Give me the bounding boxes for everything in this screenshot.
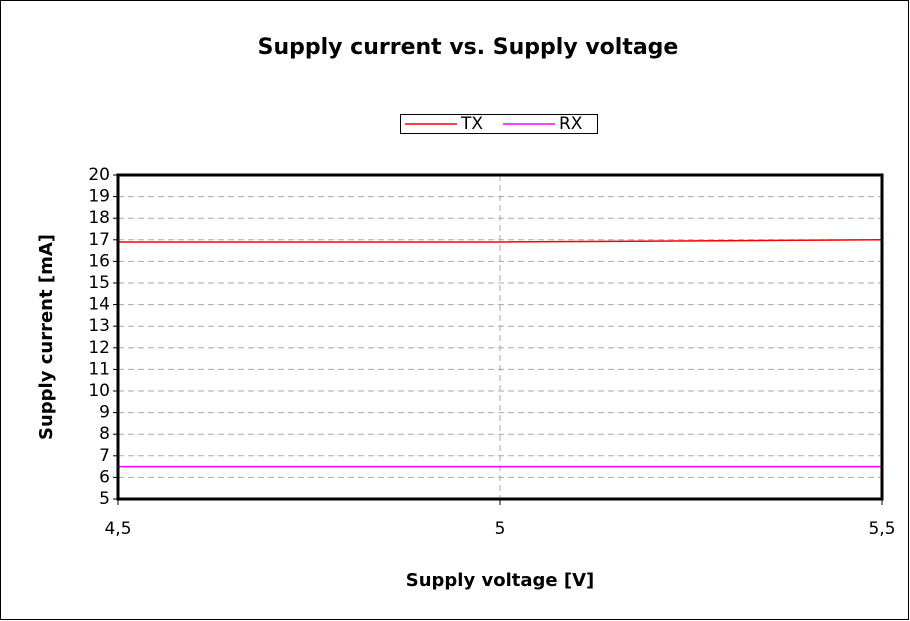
y-tick-label: 7 [99, 446, 110, 466]
y-tick-label: 19 [88, 187, 110, 207]
y-axis-label: Supply current [mA] [36, 234, 57, 440]
x-tick-label: 5 [495, 519, 506, 539]
y-tick-label: 18 [88, 208, 110, 228]
y-tick-label: 8 [99, 424, 110, 444]
x-tick-label: 5,5 [868, 519, 895, 539]
y-tick-label: 9 [99, 403, 110, 423]
legend-box [400, 114, 598, 134]
y-tick-label: 10 [88, 381, 110, 401]
y-tick-label: 16 [88, 251, 110, 271]
y-tick-label: 17 [88, 230, 110, 250]
y-tick-label: 12 [88, 338, 110, 358]
data-line [118, 239, 883, 243]
y-tick-label: 14 [88, 295, 110, 315]
y-tick-label: 13 [88, 316, 110, 336]
legend-label: RX [559, 114, 583, 134]
x-axis-label: Supply voltage [V] [406, 570, 594, 591]
y-tick-label: 6 [99, 467, 110, 487]
chart-title: Supply current vs. Supply voltage [258, 35, 679, 60]
y-tick-label: 5 [99, 489, 110, 509]
y-tick-label: 15 [88, 273, 110, 293]
y-tick-label: 20 [88, 165, 110, 185]
plot-border [116, 173, 884, 501]
x-tick-label: 4,5 [104, 519, 131, 539]
y-tick-label: 11 [88, 359, 110, 379]
legend-label: TX [460, 114, 483, 134]
